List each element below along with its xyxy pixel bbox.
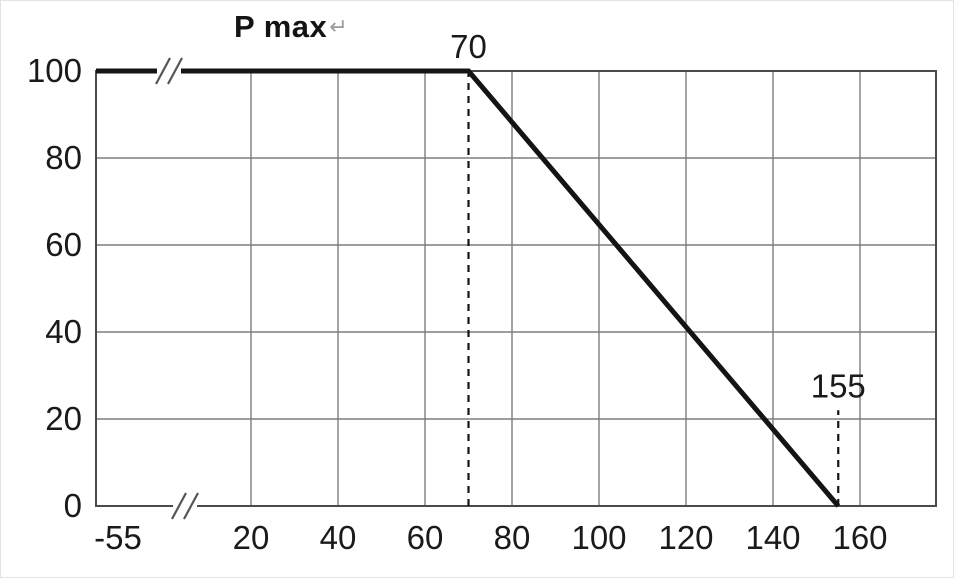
y-tick-label-20: 20: [45, 400, 82, 437]
axis-break-icon: [167, 57, 183, 85]
annotation-70: 70: [450, 28, 487, 65]
axis-break-gap: [173, 498, 197, 514]
return-mark-icon: ↵: [329, 14, 349, 39]
axis-break-icon: [183, 492, 199, 520]
axis-break-icon: [155, 57, 171, 85]
series-line-p-max: [96, 68, 841, 508]
x-tick-label-120: 120: [658, 519, 713, 556]
x-tick-label-60: 60: [407, 519, 444, 556]
x-tick-label-20: 20: [233, 519, 270, 556]
chart-title-text: P max: [234, 9, 328, 44]
x-tick-label-80: 80: [494, 519, 531, 556]
axis-break-gap: [157, 63, 181, 79]
axis-break-icon: [171, 492, 187, 520]
y-tick-label-40: 40: [45, 313, 82, 350]
x-tick-label-40: 40: [320, 519, 357, 556]
x-tick-label-100: 100: [571, 519, 626, 556]
y-tick-label-60: 60: [45, 226, 82, 263]
plot-border: [95, 70, 937, 507]
y-tick-label-80: 80: [45, 139, 82, 176]
y-tick-label-0: 0: [64, 487, 82, 524]
y-tick-label-100: 100: [27, 52, 82, 89]
annotation-155: 155: [811, 367, 866, 404]
x-tick-label--55: -55: [94, 519, 142, 556]
x-tick-label-140: 140: [745, 519, 800, 556]
x-tick-label-160: 160: [832, 519, 887, 556]
chart-title: P max↵: [234, 9, 348, 45]
